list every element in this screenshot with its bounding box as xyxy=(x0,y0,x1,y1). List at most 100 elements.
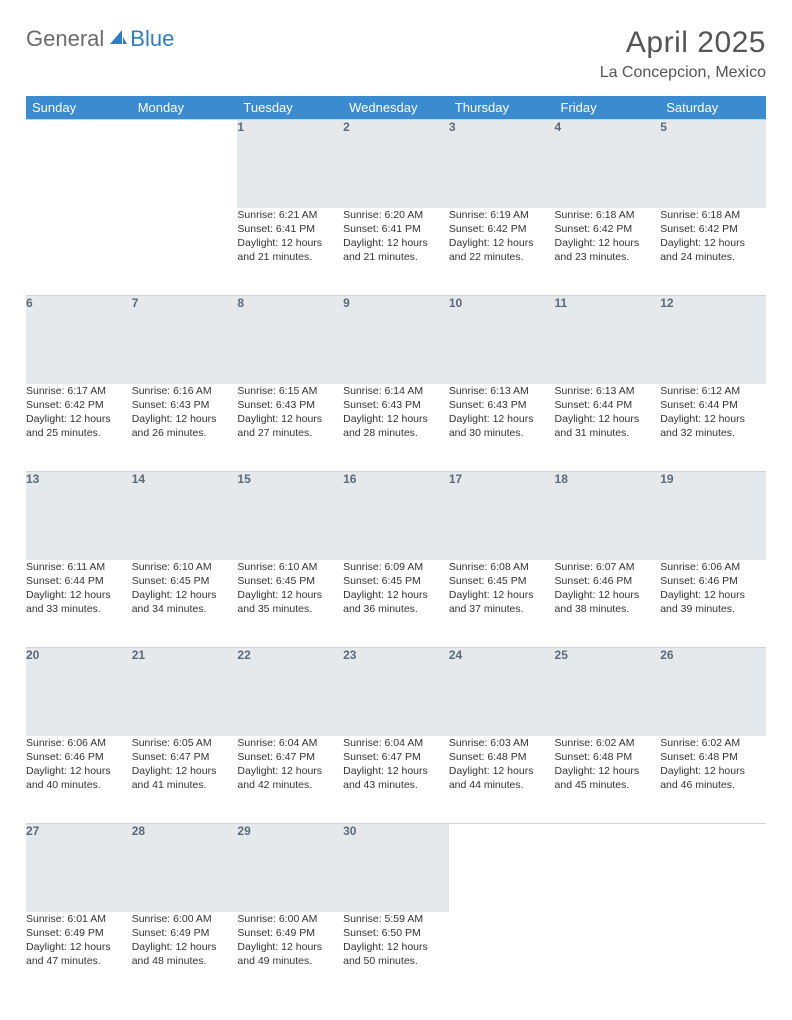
logo-sail-icon xyxy=(108,28,128,51)
day-number: 27 xyxy=(26,824,132,912)
day-day1: Daylight: 12 hours xyxy=(26,940,132,954)
weekday-header: Saturday xyxy=(660,96,766,120)
day-cell: Sunrise: 6:20 AMSunset: 6:41 PMDaylight:… xyxy=(343,208,449,296)
day-cell: Sunrise: 6:10 AMSunset: 6:45 PMDaylight:… xyxy=(132,560,238,648)
day-number: 14 xyxy=(132,472,238,560)
day-sunset: Sunset: 6:42 PM xyxy=(26,398,132,412)
day-sunset: Sunset: 6:44 PM xyxy=(660,398,766,412)
day-sunrise: Sunrise: 6:08 AM xyxy=(449,560,555,574)
day-sunrise: Sunrise: 6:16 AM xyxy=(132,384,238,398)
daynum-row: 27282930 xyxy=(26,824,766,912)
content-row: Sunrise: 6:11 AMSunset: 6:44 PMDaylight:… xyxy=(26,560,766,648)
day-number xyxy=(449,824,555,912)
day-day2: and 39 minutes. xyxy=(660,602,766,616)
day-day1: Daylight: 12 hours xyxy=(343,940,449,954)
weekday-header: Wednesday xyxy=(343,96,449,120)
day-number: 30 xyxy=(343,824,449,912)
day-cell: Sunrise: 6:11 AMSunset: 6:44 PMDaylight:… xyxy=(26,560,132,648)
content-row: Sunrise: 6:21 AMSunset: 6:41 PMDaylight:… xyxy=(26,208,766,296)
day-day1: Daylight: 12 hours xyxy=(343,412,449,426)
day-sunset: Sunset: 6:44 PM xyxy=(26,574,132,588)
day-sunset: Sunset: 6:42 PM xyxy=(449,222,555,236)
day-day2: and 44 minutes. xyxy=(449,778,555,792)
day-cell: Sunrise: 6:16 AMSunset: 6:43 PMDaylight:… xyxy=(132,384,238,472)
day-day1: Daylight: 12 hours xyxy=(132,764,238,778)
day-day2: and 42 minutes. xyxy=(237,778,343,792)
day-sunset: Sunset: 6:46 PM xyxy=(555,574,661,588)
day-cell: Sunrise: 6:00 AMSunset: 6:49 PMDaylight:… xyxy=(132,912,238,1000)
logo: General Blue xyxy=(26,26,174,52)
day-day2: and 31 minutes. xyxy=(555,426,661,440)
weekday-header: Friday xyxy=(555,96,661,120)
day-sunrise: Sunrise: 6:21 AM xyxy=(237,208,343,222)
day-day1: Daylight: 12 hours xyxy=(343,764,449,778)
month-title: April 2025 xyxy=(600,26,766,60)
day-number: 8 xyxy=(237,296,343,384)
day-number: 11 xyxy=(555,296,661,384)
day-day1: Daylight: 12 hours xyxy=(449,764,555,778)
day-cell: Sunrise: 6:13 AMSunset: 6:44 PMDaylight:… xyxy=(555,384,661,472)
day-cell: Sunrise: 6:06 AMSunset: 6:46 PMDaylight:… xyxy=(26,736,132,824)
day-day1: Daylight: 12 hours xyxy=(555,236,661,250)
daynum-row: 20212223242526 xyxy=(26,648,766,736)
day-sunrise: Sunrise: 6:04 AM xyxy=(343,736,449,750)
day-day2: and 45 minutes. xyxy=(555,778,661,792)
day-day2: and 36 minutes. xyxy=(343,602,449,616)
day-number: 19 xyxy=(660,472,766,560)
day-day2: and 22 minutes. xyxy=(449,250,555,264)
weekday-header: Sunday xyxy=(26,96,132,120)
day-number: 10 xyxy=(449,296,555,384)
content-row: Sunrise: 6:01 AMSunset: 6:49 PMDaylight:… xyxy=(26,912,766,1000)
day-day2: and 33 minutes. xyxy=(26,602,132,616)
day-cell: Sunrise: 6:17 AMSunset: 6:42 PMDaylight:… xyxy=(26,384,132,472)
day-number: 20 xyxy=(26,648,132,736)
day-day2: and 40 minutes. xyxy=(26,778,132,792)
day-sunrise: Sunrise: 6:04 AM xyxy=(237,736,343,750)
day-day2: and 50 minutes. xyxy=(343,954,449,968)
header: General Blue April 2025 La Concepcion, M… xyxy=(26,26,766,82)
day-sunset: Sunset: 6:42 PM xyxy=(555,222,661,236)
day-cell: Sunrise: 6:12 AMSunset: 6:44 PMDaylight:… xyxy=(660,384,766,472)
day-cell xyxy=(660,912,766,1000)
day-cell: Sunrise: 6:10 AMSunset: 6:45 PMDaylight:… xyxy=(237,560,343,648)
day-sunset: Sunset: 6:49 PM xyxy=(26,926,132,940)
day-day2: and 46 minutes. xyxy=(660,778,766,792)
day-day2: and 35 minutes. xyxy=(237,602,343,616)
day-day2: and 25 minutes. xyxy=(26,426,132,440)
day-day2: and 47 minutes. xyxy=(26,954,132,968)
day-cell: Sunrise: 6:04 AMSunset: 6:47 PMDaylight:… xyxy=(237,736,343,824)
day-number: 13 xyxy=(26,472,132,560)
day-sunset: Sunset: 6:43 PM xyxy=(237,398,343,412)
day-day2: and 21 minutes. xyxy=(237,250,343,264)
day-number: 25 xyxy=(555,648,661,736)
day-number: 5 xyxy=(660,120,766,208)
day-day1: Daylight: 12 hours xyxy=(132,588,238,602)
day-sunrise: Sunrise: 6:13 AM xyxy=(555,384,661,398)
day-day1: Daylight: 12 hours xyxy=(449,588,555,602)
calendar-page: General Blue April 2025 La Concepcion, M… xyxy=(0,0,792,1020)
day-sunrise: Sunrise: 6:01 AM xyxy=(26,912,132,926)
day-day1: Daylight: 12 hours xyxy=(660,764,766,778)
day-day1: Daylight: 12 hours xyxy=(660,412,766,426)
day-sunrise: Sunrise: 6:03 AM xyxy=(449,736,555,750)
day-day1: Daylight: 12 hours xyxy=(237,412,343,426)
day-sunset: Sunset: 6:43 PM xyxy=(132,398,238,412)
day-cell: Sunrise: 6:01 AMSunset: 6:49 PMDaylight:… xyxy=(26,912,132,1000)
day-sunrise: Sunrise: 6:10 AM xyxy=(237,560,343,574)
day-number: 2 xyxy=(343,120,449,208)
day-number xyxy=(660,824,766,912)
day-cell xyxy=(449,912,555,1000)
day-number: 6 xyxy=(26,296,132,384)
day-number xyxy=(555,824,661,912)
calendar-table: Sunday Monday Tuesday Wednesday Thursday… xyxy=(26,96,766,1000)
day-cell: Sunrise: 5:59 AMSunset: 6:50 PMDaylight:… xyxy=(343,912,449,1000)
day-sunrise: Sunrise: 6:11 AM xyxy=(26,560,132,574)
day-day2: and 23 minutes. xyxy=(555,250,661,264)
day-cell: Sunrise: 6:02 AMSunset: 6:48 PMDaylight:… xyxy=(555,736,661,824)
day-day1: Daylight: 12 hours xyxy=(26,412,132,426)
day-sunset: Sunset: 6:44 PM xyxy=(555,398,661,412)
day-day1: Daylight: 12 hours xyxy=(132,940,238,954)
day-day1: Daylight: 12 hours xyxy=(449,412,555,426)
day-sunset: Sunset: 6:48 PM xyxy=(449,750,555,764)
day-cell: Sunrise: 6:05 AMSunset: 6:47 PMDaylight:… xyxy=(132,736,238,824)
